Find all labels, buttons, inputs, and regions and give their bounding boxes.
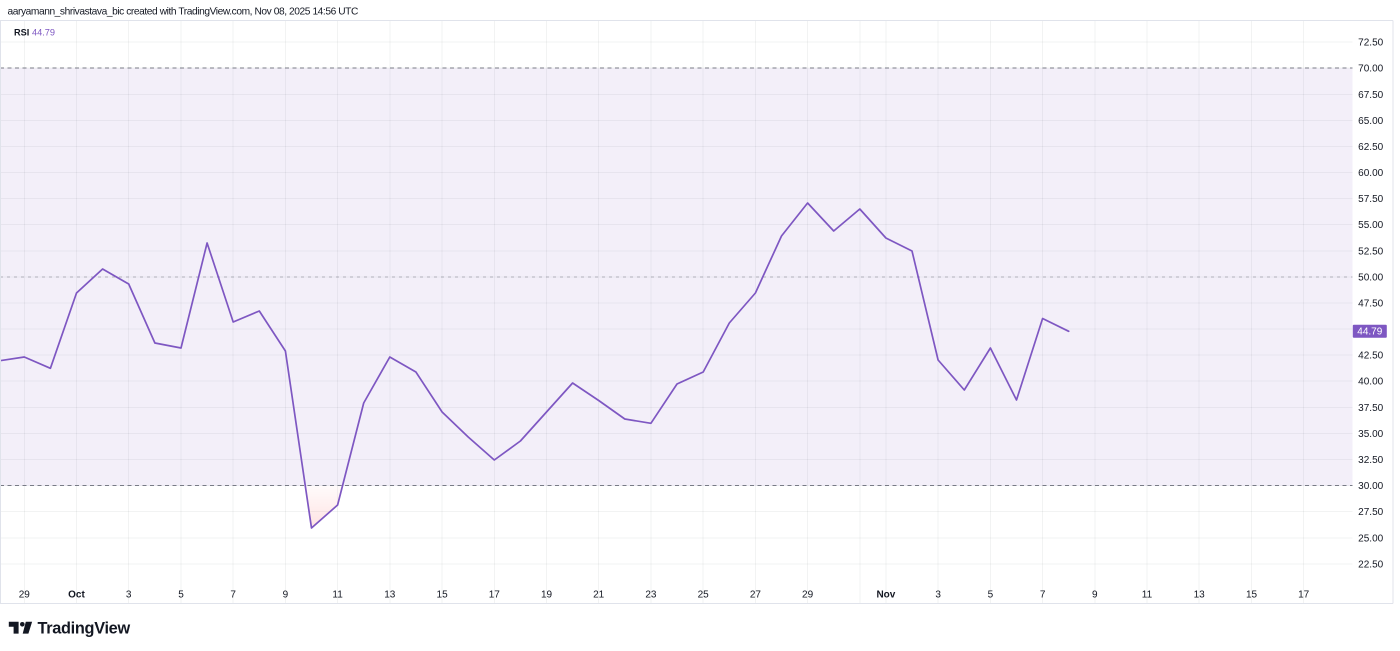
svg-text:9: 9 bbox=[283, 590, 289, 601]
svg-text:47.50: 47.50 bbox=[1358, 299, 1383, 310]
svg-text:67.50: 67.50 bbox=[1358, 90, 1383, 101]
svg-text:40.00: 40.00 bbox=[1358, 377, 1383, 388]
svg-text:27: 27 bbox=[750, 590, 762, 601]
svg-text:aaryamann_shrivastava_bic crea: aaryamann_shrivastava_bic created with T… bbox=[8, 6, 358, 17]
svg-text:15: 15 bbox=[1246, 590, 1258, 601]
svg-text:44.79: 44.79 bbox=[32, 27, 55, 37]
svg-text:52.50: 52.50 bbox=[1358, 246, 1383, 257]
svg-text:RSI: RSI bbox=[14, 27, 29, 37]
svg-text:7: 7 bbox=[1040, 590, 1046, 601]
svg-text:3: 3 bbox=[935, 590, 941, 601]
svg-text:5: 5 bbox=[988, 590, 994, 601]
svg-text:9: 9 bbox=[1092, 590, 1098, 601]
svg-text:30.00: 30.00 bbox=[1358, 481, 1383, 492]
svg-text:11: 11 bbox=[332, 590, 343, 601]
svg-text:15: 15 bbox=[437, 590, 449, 601]
svg-text:21: 21 bbox=[593, 590, 605, 601]
svg-text:11: 11 bbox=[1142, 590, 1153, 601]
svg-text:Oct: Oct bbox=[68, 590, 85, 601]
svg-text:55.00: 55.00 bbox=[1358, 220, 1383, 231]
svg-text:5: 5 bbox=[178, 590, 184, 601]
svg-text:27.50: 27.50 bbox=[1358, 507, 1383, 518]
svg-text:19: 19 bbox=[541, 590, 553, 601]
svg-text:17: 17 bbox=[489, 590, 501, 601]
svg-text:13: 13 bbox=[384, 590, 396, 601]
svg-text:42.50: 42.50 bbox=[1358, 351, 1383, 362]
svg-text:57.50: 57.50 bbox=[1358, 194, 1383, 205]
svg-text:7: 7 bbox=[230, 590, 236, 601]
svg-text:62.50: 62.50 bbox=[1358, 142, 1383, 153]
svg-text:29: 29 bbox=[19, 590, 31, 601]
svg-text:60.00: 60.00 bbox=[1358, 168, 1383, 179]
svg-text:22.50: 22.50 bbox=[1358, 559, 1383, 570]
svg-text:25: 25 bbox=[698, 590, 710, 601]
svg-text:35.00: 35.00 bbox=[1358, 429, 1383, 440]
svg-text:72.50: 72.50 bbox=[1358, 38, 1383, 49]
svg-text:29: 29 bbox=[802, 590, 814, 601]
svg-text:70.00: 70.00 bbox=[1358, 64, 1383, 75]
svg-text:Nov: Nov bbox=[876, 590, 895, 601]
svg-text:TradingView: TradingView bbox=[38, 619, 131, 637]
svg-text:17: 17 bbox=[1298, 590, 1310, 601]
svg-text:25.00: 25.00 bbox=[1358, 533, 1383, 544]
svg-text:44.79: 44.79 bbox=[1357, 327, 1382, 338]
svg-text:13: 13 bbox=[1194, 590, 1206, 601]
svg-text:65.00: 65.00 bbox=[1358, 116, 1383, 127]
svg-text:3: 3 bbox=[126, 590, 132, 601]
svg-text:23: 23 bbox=[645, 590, 657, 601]
svg-text:50.00: 50.00 bbox=[1358, 272, 1383, 283]
svg-text:32.50: 32.50 bbox=[1358, 455, 1383, 466]
svg-text:37.50: 37.50 bbox=[1358, 403, 1383, 414]
